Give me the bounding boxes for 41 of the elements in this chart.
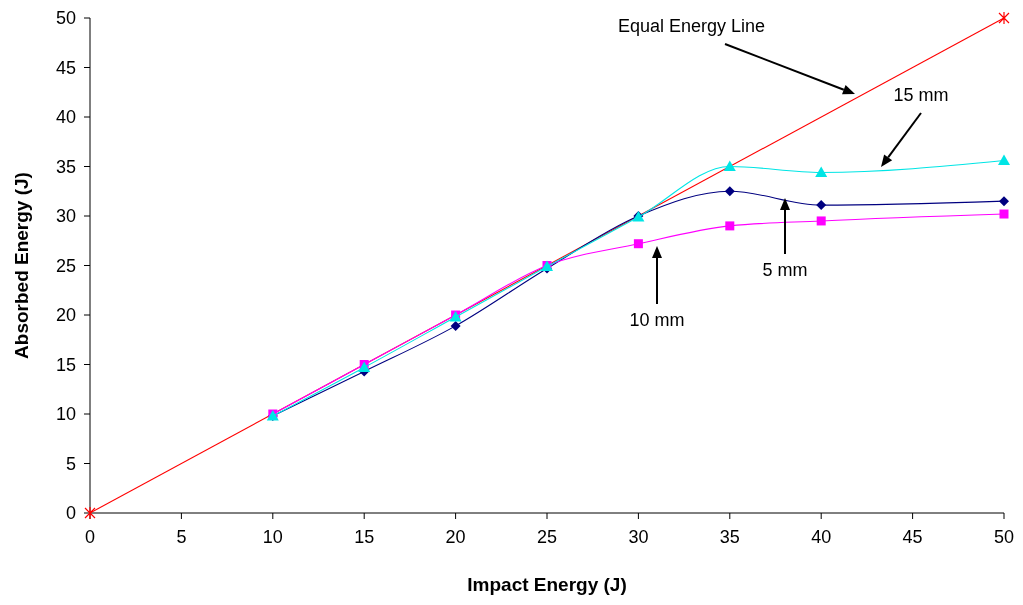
point — [999, 209, 1009, 219]
x-tick-label: 25 — [536, 527, 558, 547]
point — [998, 154, 1010, 166]
point — [998, 11, 1010, 25]
point — [816, 216, 826, 226]
point — [724, 186, 735, 197]
x-tick-label: 40 — [811, 527, 832, 547]
x-tick-label: 5 — [176, 527, 187, 547]
y-axis-title: Absorbed Energy (J) — [11, 172, 32, 359]
annotation: 15 mm — [893, 85, 949, 105]
y-tick-label: 5 — [65, 453, 76, 474]
y-tick-label: 20 — [55, 305, 76, 326]
annotation: 10 mm — [629, 310, 685, 330]
y-tick-label: 35 — [55, 156, 76, 177]
y-tick-label: 40 — [55, 107, 76, 128]
point — [816, 200, 827, 211]
x-tick-label: 20 — [445, 527, 466, 547]
y-tick-label: 0 — [65, 503, 76, 524]
annotation: 5 mm — [762, 260, 808, 280]
x-tick-label: 15 — [354, 527, 375, 547]
y-tick-label: 50 — [55, 8, 76, 29]
point — [84, 506, 96, 520]
x-axis-title: Impact Energy (J) — [467, 574, 627, 595]
point — [815, 166, 828, 177]
annotation: Equal Energy Line — [617, 16, 765, 36]
y-tick-label: 25 — [55, 255, 76, 276]
point — [725, 221, 735, 231]
x-tick-label: 50 — [993, 527, 1015, 547]
point — [999, 196, 1009, 207]
x-tick-label: 35 — [719, 527, 740, 547]
point — [450, 320, 461, 331]
y-tick-label: 15 — [55, 354, 76, 375]
x-tick-label: 45 — [902, 527, 923, 547]
y-tick-label: 10 — [55, 404, 76, 425]
y-tick-label: 45 — [55, 57, 76, 78]
x-tick-label: 10 — [262, 527, 283, 547]
y-tick-label: 30 — [55, 206, 76, 227]
point — [633, 239, 643, 249]
x-tick-label: 30 — [628, 527, 649, 547]
point — [723, 160, 736, 171]
x-tick-label: 0 — [84, 527, 96, 547]
